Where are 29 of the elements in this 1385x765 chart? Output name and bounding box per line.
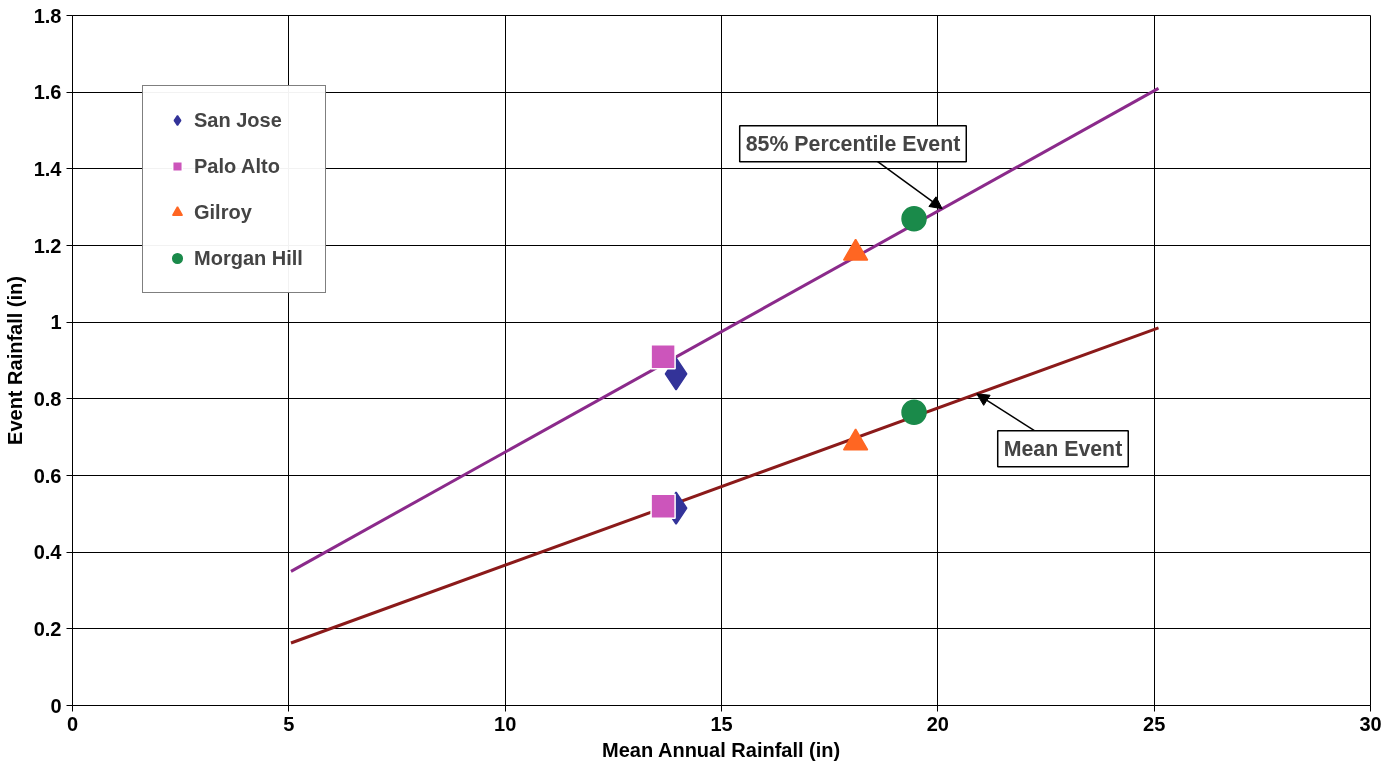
y-axis-title: Event Rainfall (in) bbox=[3, 276, 26, 445]
x-tick-label: 15 bbox=[710, 712, 733, 735]
y-tick-label: 1 bbox=[50, 311, 62, 334]
x-tick-label: 5 bbox=[283, 712, 295, 735]
x-tick-label: 0 bbox=[66, 712, 79, 735]
point bbox=[650, 493, 676, 519]
legend-label: San Jose bbox=[194, 108, 282, 132]
x-tick-label: 20 bbox=[926, 712, 949, 735]
point bbox=[901, 205, 927, 232]
x-tick-label: 10 bbox=[494, 712, 517, 735]
legend-label: Palo Alto bbox=[194, 154, 280, 178]
point bbox=[650, 343, 676, 370]
y-tick-label: 1.2 bbox=[33, 234, 62, 257]
y-tick-label: 1.6 bbox=[33, 81, 62, 104]
y-tick-label: 0.4 bbox=[33, 541, 63, 564]
x-axis-title: Mean Annual Rainfall (in) bbox=[602, 738, 841, 761]
annotation: 85% Percentile Event bbox=[745, 131, 961, 156]
y-tick-label: 0.6 bbox=[33, 464, 62, 487]
legend-label: Gilroy bbox=[194, 200, 252, 224]
y-tick-label: 0.8 bbox=[33, 387, 62, 410]
x-tick-label: 30 bbox=[1359, 712, 1382, 735]
y-tick-label: 0.2 bbox=[33, 617, 62, 640]
point bbox=[901, 399, 927, 425]
y-tick-label: 1.8 bbox=[33, 4, 62, 27]
y-tick-label: 1.4 bbox=[33, 157, 63, 180]
legend-label: Morgan Hill bbox=[194, 246, 303, 270]
annotation: Mean Event bbox=[1003, 436, 1123, 461]
y-tick-label: 0 bbox=[50, 694, 62, 717]
x-tick-label: 25 bbox=[1143, 712, 1166, 735]
